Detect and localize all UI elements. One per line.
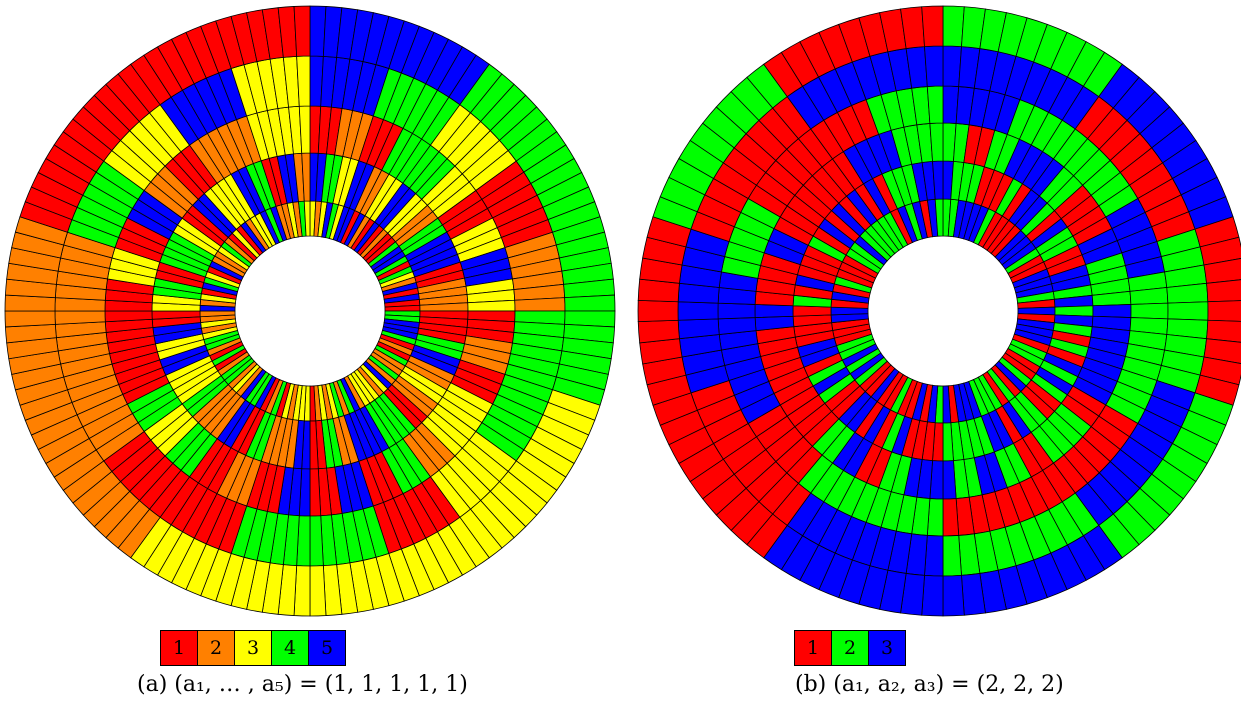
wheel-b-sector xyxy=(637,319,680,344)
wheel-a-sector xyxy=(564,294,616,312)
wheel-b-sector xyxy=(926,85,944,124)
legend-b-swatch-1: 1 xyxy=(795,631,832,665)
wheel-b-sector xyxy=(637,299,679,323)
wheel-b-sector xyxy=(1207,300,1241,322)
legend-a: 1 2 3 4 5 xyxy=(160,630,346,666)
legend-b-swatch-3: 3 xyxy=(869,631,905,665)
wheel-b-sector xyxy=(1167,301,1209,321)
wheel-b-sector xyxy=(942,460,957,500)
wheel-b-sector xyxy=(677,301,719,321)
wheel-b xyxy=(637,5,1241,617)
wheel-b-sector xyxy=(1206,279,1241,303)
wheel-b-sector xyxy=(1054,305,1094,317)
legend-b: 1 2 3 xyxy=(794,630,906,666)
legend-a-swatch-2: 2 xyxy=(198,631,235,665)
legend-a-swatch-3: 3 xyxy=(235,631,272,665)
wheel-b-sector xyxy=(924,535,944,577)
wheel-b-sector xyxy=(942,574,965,617)
caption-b: (b) (a₁, a₂, a₃) = (2, 2, 2) xyxy=(795,672,1064,697)
legend-b-swatch-2: 2 xyxy=(832,631,869,665)
caption-a: (a) (a₁, … , a₅) = (1, 1, 1, 1, 1) xyxy=(137,672,468,697)
wheel-b-sector xyxy=(717,302,756,320)
wheel-a-sector xyxy=(54,310,106,325)
wheel-b-sector xyxy=(924,45,944,87)
wheel-b-sector xyxy=(1092,304,1132,318)
wheel-a xyxy=(4,5,616,617)
legend-a-swatch-4: 4 xyxy=(272,631,309,665)
wheel-b-sector xyxy=(942,535,962,577)
wheel-b-sector xyxy=(1130,302,1169,320)
wheel-a-sector xyxy=(309,565,327,617)
wheel-a-sector xyxy=(293,5,311,57)
wheel-a-sector xyxy=(4,310,56,328)
wheel-b-sector xyxy=(929,122,944,162)
wheel-b-sector xyxy=(754,304,794,318)
wheel-b-sector xyxy=(921,574,944,617)
wheel-b-sector xyxy=(921,5,944,48)
wheel-b-sector xyxy=(942,5,965,48)
wheel-a-sector xyxy=(514,297,566,312)
legend-a-swatch-5: 5 xyxy=(309,631,345,665)
legend-a-swatch-1: 1 xyxy=(161,631,198,665)
wheel-a-sector xyxy=(309,515,324,567)
wheel-b-sector xyxy=(942,498,960,537)
wheel-b-sector xyxy=(792,305,832,317)
wheel-a-sector xyxy=(296,55,311,107)
wheel-b-sector xyxy=(942,45,962,87)
